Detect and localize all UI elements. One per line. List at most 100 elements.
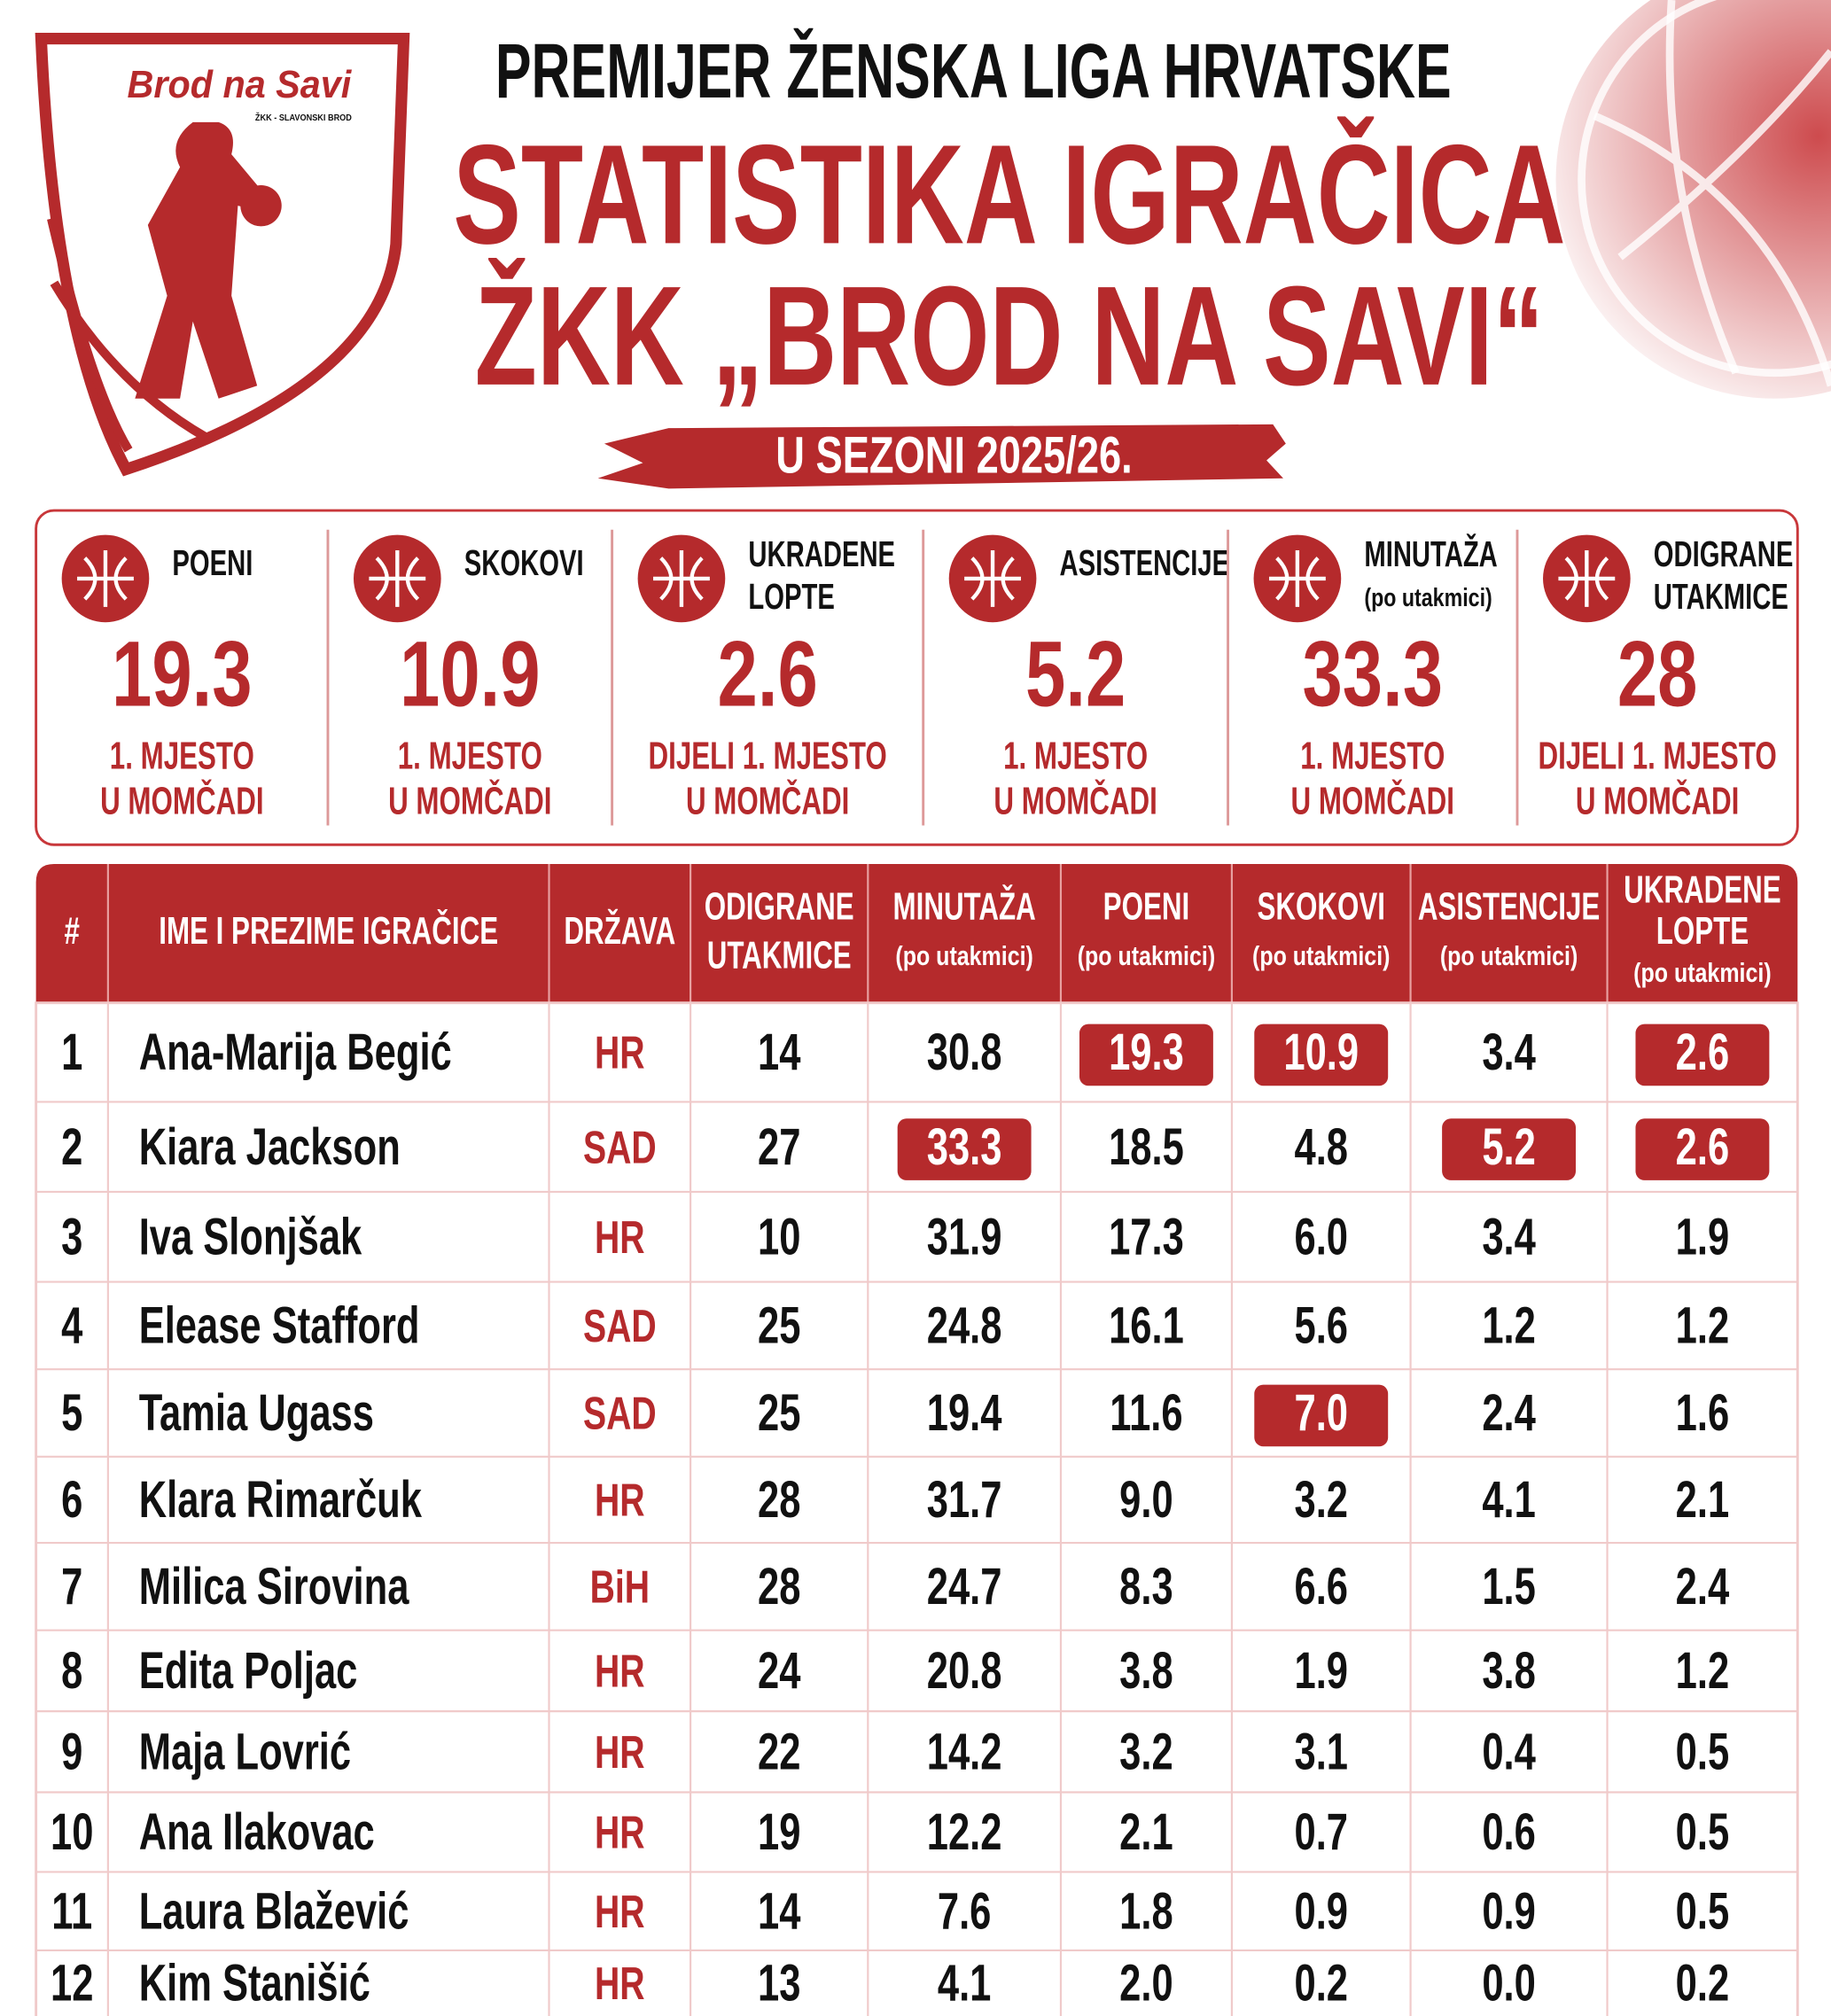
summary-note: U MOMČADI	[686, 777, 849, 823]
row-number: 1	[61, 1024, 82, 1080]
country: HR	[595, 1806, 645, 1858]
stat-cell: 19.3	[1109, 1024, 1184, 1080]
player-name: Maja Lovrić	[139, 1723, 351, 1779]
title-line: STATISTIKA IGRAČICA	[453, 115, 1565, 274]
summary-icon-lines	[1558, 550, 1616, 607]
player-name: Elease Stafford	[139, 1296, 420, 1353]
country: HR	[595, 1958, 645, 2010]
stat-cell: 0.2	[1294, 1955, 1347, 2012]
stat-cell: 3.2	[1119, 1723, 1173, 1779]
row-number: 6	[61, 1471, 82, 1528]
summary-value: 28	[1617, 622, 1698, 726]
highlight-box	[897, 1118, 1032, 1180]
row-number: 10	[51, 1803, 93, 1860]
header-title: IME I PREZIME IGRAČICE	[159, 907, 498, 954]
highlight-box	[1635, 1024, 1770, 1086]
country: HR	[595, 1026, 645, 1078]
stat-cell: 0.5	[1676, 1803, 1729, 1860]
summary-label: UKRADENE	[748, 534, 895, 574]
stat-cell: 0.9	[1294, 1882, 1347, 1939]
summary-label: UTAKMICE	[1654, 577, 1788, 617]
summary-icon-lines	[964, 550, 1021, 607]
season-banner	[597, 424, 1286, 489]
header-sub: (po utakmici)	[1440, 941, 1578, 971]
row-number: 11	[51, 1882, 92, 1939]
stat-cell: 24.8	[927, 1296, 1002, 1353]
stat-cell: 1.9	[1294, 1642, 1347, 1699]
stat-cell: 17.3	[1109, 1208, 1184, 1265]
summary-label: ASISTENCIJE	[1059, 544, 1229, 584]
stat-cell: 1.5	[1482, 1558, 1535, 1615]
player-name: Tamia Ugass	[139, 1384, 374, 1441]
highlight-box	[1635, 1118, 1770, 1180]
stat-cell: 3.4	[1482, 1024, 1536, 1080]
stat-cell: 1.9	[1676, 1208, 1729, 1265]
ball-decoration	[1555, 0, 1831, 399]
stat-cell: 12.2	[927, 1803, 1002, 1860]
stat-cell: 4.1	[938, 1955, 991, 2012]
header-title: POENI	[1103, 885, 1189, 928]
country: HR	[595, 1885, 645, 1937]
row-number: 12	[51, 1955, 93, 2012]
country: SAD	[583, 1299, 657, 1351]
player-name: Ana-Marija Begić	[139, 1024, 452, 1080]
stat-cell: 0.6	[1482, 1803, 1535, 1860]
country: SAD	[583, 1387, 657, 1439]
stat-cell: 33.3	[927, 1118, 1002, 1175]
stat-cell: 9.0	[1119, 1471, 1173, 1528]
stat-cell: 4.8	[1294, 1118, 1347, 1175]
stat-cell: 1.8	[1119, 1882, 1173, 1939]
stat-cell: 2.6	[1676, 1024, 1729, 1080]
player-name: Edita Poljac	[139, 1642, 358, 1699]
summary-label: MINUTAŽA	[1364, 533, 1497, 574]
stat-cell: 1.2	[1676, 1296, 1729, 1353]
stat-cell: 1.2	[1676, 1642, 1729, 1699]
country: HR	[595, 1474, 645, 1526]
summary-value: 19.3	[112, 622, 253, 726]
player-name: Milica Sirovina	[139, 1558, 409, 1615]
player-name: Iva Slonjšak	[139, 1208, 362, 1265]
highlight-box	[1254, 1024, 1389, 1086]
stat-cell: 0.5	[1676, 1723, 1729, 1779]
stat-cell: 13	[758, 1955, 800, 2012]
logo-shield	[35, 33, 410, 477]
summary-label: SKOKOVI	[464, 544, 584, 584]
stat-cell: 30.8	[927, 1024, 1002, 1080]
summary-note: U MOMČADI	[388, 777, 551, 823]
stat-cell: 2.0	[1119, 1955, 1173, 2012]
stat-cell: 2.1	[1119, 1803, 1173, 1860]
stat-cell: 14	[758, 1882, 801, 1939]
stat-cell: 0.5	[1676, 1882, 1729, 1939]
stat-cell: 22	[758, 1723, 800, 1779]
stat-cell: 8.3	[1119, 1558, 1173, 1615]
stat-cell: 10.9	[1283, 1024, 1359, 1080]
stat-cell: 3.2	[1294, 1471, 1347, 1528]
row-number: 7	[61, 1558, 82, 1615]
season: U SEZONI 2025/26.	[775, 427, 1132, 485]
stat-cell: 0.9	[1482, 1882, 1535, 1939]
country: HR	[595, 1645, 645, 1697]
stat-cell: 1.6	[1676, 1384, 1729, 1441]
stat-cell: 19.4	[927, 1384, 1002, 1441]
summary-label: ODIGRANE	[1654, 534, 1794, 574]
stat-cell: 20.8	[927, 1642, 1002, 1699]
stat-cell: 2.4	[1676, 1558, 1730, 1615]
stat-cell: 31.9	[927, 1208, 1002, 1265]
country: SAD	[583, 1121, 657, 1173]
summary-note: 1. MJESTO	[1003, 736, 1148, 778]
summary-value: 5.2	[1025, 622, 1126, 726]
header-sub: (po utakmici)	[1633, 957, 1771, 987]
stat-cell: 14	[758, 1024, 801, 1080]
logo-sub: ŽKK - SLAVONSKI BROD	[255, 113, 352, 124]
summary-label: LOPTE	[748, 577, 834, 617]
player-name: Laura Blažević	[139, 1882, 409, 1939]
stat-cell: 11.6	[1110, 1384, 1182, 1441]
stat-cell: 19	[758, 1803, 800, 1860]
stat-cell: 7.0	[1294, 1384, 1347, 1441]
summary-sub: (po utakmici)	[1364, 582, 1492, 611]
highlight-box	[1254, 1384, 1389, 1447]
stat-cell: 3.1	[1294, 1723, 1347, 1779]
row-number: 4	[61, 1296, 83, 1353]
